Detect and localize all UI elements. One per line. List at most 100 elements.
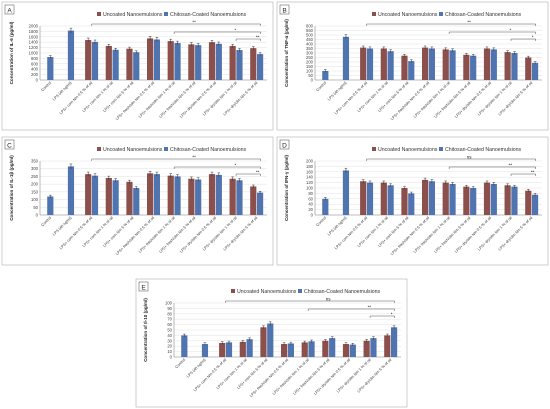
bar-uncoated	[384, 335, 391, 357]
x-tick-label: Control	[175, 358, 187, 370]
bar-coated	[470, 188, 477, 215]
significance-label: **	[192, 19, 196, 24]
y-tick-label: 0	[170, 355, 173, 360]
legend-label-coated: Chitosan-Coated Nanoemulsions	[445, 12, 522, 18]
bar-uncoated	[229, 45, 236, 80]
bar-coated	[225, 342, 233, 357]
bar-control	[322, 71, 329, 80]
y-tick-label: 250	[306, 55, 314, 60]
significance-bracket	[448, 31, 536, 34]
bar-uncoated	[421, 179, 429, 215]
y-tick-label: 90	[167, 306, 172, 311]
bar-lps	[201, 344, 209, 357]
y-axis-label: Concentration of IFN-γ (pg/ml)	[284, 154, 289, 221]
bar-coated	[390, 327, 398, 357]
bar-uncoated	[219, 342, 226, 357]
bar-uncoated	[250, 48, 257, 80]
significance-label: **	[531, 169, 535, 174]
bar-uncoated	[126, 48, 133, 80]
y-tick-label: 600	[306, 24, 314, 29]
x-tick-label: Control	[316, 81, 328, 93]
bar-uncoated	[208, 42, 216, 80]
bar-coated	[287, 343, 295, 357]
y-tick-label: 250	[31, 174, 39, 179]
y-tick-label: 500	[306, 33, 314, 38]
significance-label: *	[510, 27, 512, 32]
y-tick-label: 150	[31, 189, 39, 194]
bar-uncoated	[146, 38, 154, 80]
y-tick-label: 1200	[29, 45, 39, 50]
y-tick-label: 150	[306, 64, 314, 69]
y-tick-label: 200	[306, 159, 314, 164]
bar-coated	[174, 43, 181, 80]
bar-uncoated	[105, 45, 112, 80]
y-tick-label: 70	[167, 317, 172, 322]
significance-bracket	[235, 173, 261, 176]
bar-coated	[531, 194, 539, 215]
panel-letter-box	[279, 139, 290, 150]
significance-label: **	[256, 34, 260, 39]
bar-coated	[256, 192, 264, 215]
bar-coated	[195, 45, 202, 80]
bar-coated	[449, 50, 456, 80]
bar-uncoated	[188, 44, 195, 80]
bar-uncoated	[525, 57, 532, 80]
legend-label-uncoated: Uncoated Nanoemulsions	[237, 289, 297, 295]
y-tick-label: 200	[31, 72, 39, 77]
bar-coated	[215, 174, 222, 215]
significance-bracket	[91, 23, 261, 26]
y-tick-label: 350	[306, 46, 314, 51]
y-tick-label: 1600	[29, 34, 39, 39]
y-tick-label: 1000	[29, 51, 39, 56]
bar-coated	[153, 39, 161, 80]
legend-label-uncoated: Uncoated Nanoemulsions	[103, 147, 163, 153]
significance-bracket	[235, 38, 261, 41]
chart-panel-c: C Uncoated Nanoemulsions Chitosan-Coated N…	[1, 136, 274, 266]
bar-uncoated	[525, 190, 532, 215]
y-tick-label: 160	[306, 169, 314, 174]
bar-coated	[370, 338, 377, 357]
legend-label-uncoated: Uncoated Nanoemulsions	[378, 147, 438, 153]
bar-uncoated	[442, 49, 449, 80]
y-axis-label: Concentration of IL-1β (pg/ml)	[9, 155, 14, 221]
bar-uncoated	[85, 174, 92, 215]
legend-swatch-uncoated	[97, 147, 101, 151]
y-tick-label: 30	[167, 338, 172, 343]
legend-swatch-uncoated	[372, 12, 376, 16]
significance-label: ns	[326, 296, 332, 301]
bar-coated	[490, 183, 497, 215]
bar-coated	[112, 180, 119, 215]
significance-bracket	[366, 23, 536, 26]
y-tick-label: 0	[311, 78, 314, 83]
bar-control	[47, 57, 54, 80]
panel-letter: C	[7, 142, 12, 149]
bar-coated	[256, 54, 264, 80]
panel-letter-box	[138, 281, 149, 292]
significance-label: **	[467, 19, 471, 24]
legend-label-coated: Chitosan-Coated Nanoemulsions	[445, 147, 522, 153]
y-tick-label: 550	[306, 28, 314, 33]
significance-label: *	[391, 311, 393, 316]
bar-uncoated	[250, 186, 257, 215]
bar-coated	[112, 49, 119, 80]
legend-swatch-coated	[298, 289, 302, 293]
y-tick-label: 0	[36, 213, 39, 218]
bar-coated	[470, 55, 477, 80]
significance-bracket	[369, 315, 395, 318]
legend-label-uncoated: Uncoated Nanoemulsions	[378, 12, 438, 18]
bar-uncoated	[442, 182, 449, 215]
significance-label: **	[256, 169, 260, 174]
bar-coated	[195, 179, 202, 215]
bar-uncoated	[380, 48, 387, 80]
y-tick-label: 300	[306, 51, 314, 56]
y-tick-label: 20	[308, 207, 313, 212]
significance-bracket	[225, 300, 395, 303]
bar-lps	[67, 166, 75, 215]
y-tick-label: 0	[36, 78, 39, 83]
bar-coated	[133, 188, 140, 215]
legend-label-coated: Chitosan-Coated Nanoemulsions	[304, 289, 381, 295]
y-tick-label: 200	[31, 182, 39, 187]
legend-swatch-coated	[164, 12, 168, 16]
y-tick-label: 2000	[29, 24, 39, 29]
x-tick-label: Control	[316, 216, 328, 228]
